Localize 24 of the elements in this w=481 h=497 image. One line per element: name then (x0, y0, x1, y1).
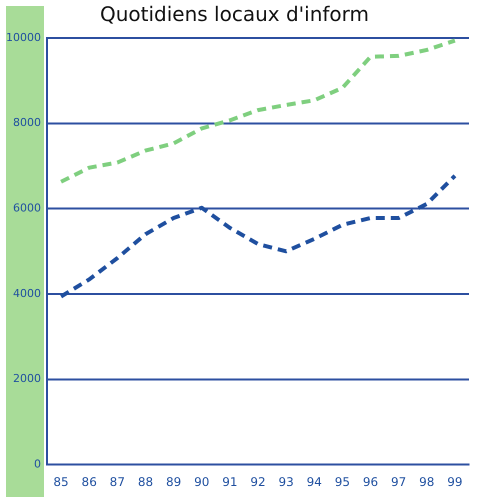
x-tick-label: 95 (334, 474, 350, 489)
y-tick-label: 0 (34, 457, 41, 470)
y-tick-label: 2000 (12, 372, 41, 386)
y-tick-label: 4000 (12, 286, 41, 300)
x-tick-label: 98 (419, 474, 434, 489)
x-tick-label: 94 (306, 474, 322, 489)
x-tick-label: 91 (222, 474, 238, 489)
y-tick-label: 6000 (12, 202, 41, 214)
x-tick-label: 89 (166, 474, 182, 489)
x-tick-label: 88 (138, 474, 154, 489)
x-tick-label: 85 (53, 474, 69, 489)
y-tick-label: 10000 (6, 30, 41, 44)
line-series (59, 38, 457, 184)
x-tick-label: 90 (194, 474, 210, 489)
x-tick-label: 97 (391, 474, 406, 489)
x-tick-label: 96 (362, 474, 378, 489)
chart-title: Quotidiens locaux d'inform (100, 2, 370, 26)
x-tick-label: 92 (250, 474, 266, 489)
x-tick-label: 86 (82, 474, 97, 489)
x-tick-label: 87 (110, 474, 125, 489)
x-tick-label: 99 (447, 474, 463, 489)
x-tick-label: 93 (278, 474, 294, 489)
y-tick-label: 8000 (12, 116, 41, 130)
line-series (59, 174, 457, 299)
